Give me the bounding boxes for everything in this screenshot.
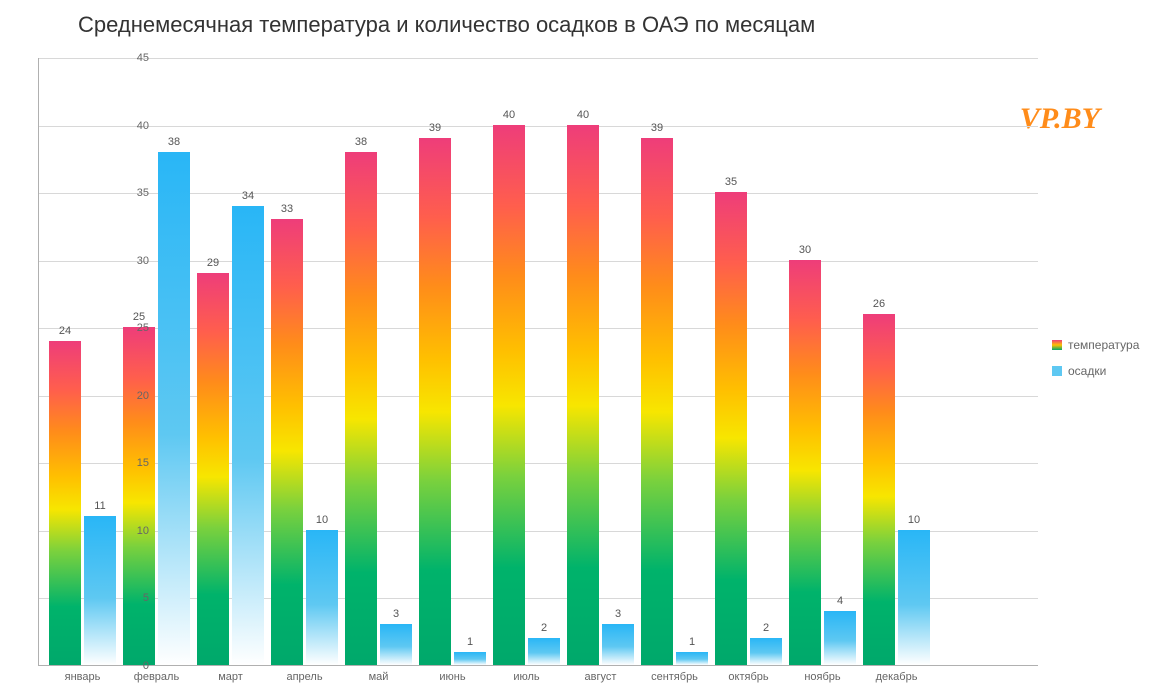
- ytick-label: 35: [123, 187, 149, 199]
- xtick-label: январь: [65, 671, 101, 683]
- bar-value-label: 10: [316, 514, 328, 526]
- bar-value-label: 30: [799, 244, 811, 256]
- chart-container: Среднемесячная температура и количество …: [8, 8, 1155, 692]
- bar-value-label: 40: [503, 109, 515, 121]
- bar-group: 2610: [863, 58, 930, 665]
- bar-value-label: 1: [467, 636, 473, 648]
- bar-value-label: 38: [168, 136, 180, 148]
- legend-swatch-precip: [1052, 366, 1062, 376]
- xtick-label: июль: [513, 671, 539, 683]
- legend-label-temperature: температура: [1068, 338, 1139, 352]
- bar-temperature: 39: [641, 138, 673, 665]
- bar-value-label: 39: [651, 122, 663, 134]
- bar-precip: 11: [84, 516, 116, 665]
- bar-temperature: 29: [197, 273, 229, 665]
- ytick-label: 20: [123, 390, 149, 402]
- xtick-label: май: [369, 671, 389, 683]
- bar-value-label: 3: [393, 608, 399, 620]
- bar-group: 402: [493, 58, 560, 665]
- bar-precip: 2: [528, 638, 560, 665]
- bar-value-label: 24: [59, 325, 71, 337]
- bar-temperature: 26: [863, 314, 895, 665]
- bar-value-label: 2: [763, 622, 769, 634]
- legend-item-precip: осадки: [1052, 364, 1139, 378]
- bar-group: 383: [345, 58, 412, 665]
- chart-title: Среднемесячная температура и количество …: [78, 12, 815, 38]
- xtick-label: октябрь: [728, 671, 768, 683]
- bar-precip: 2: [750, 638, 782, 665]
- bar-temperature: 25: [123, 327, 155, 665]
- legend-item-temperature: температура: [1052, 338, 1139, 352]
- ytick-label: 0: [123, 660, 149, 672]
- bar-precip: 34: [232, 206, 264, 665]
- bar-group: 403: [567, 58, 634, 665]
- bar-precip: 3: [380, 624, 412, 665]
- plot-area: 2411январь2538февраль2934март3310апрель3…: [38, 58, 1038, 666]
- bar-temperature: 39: [419, 138, 451, 665]
- bar-precip: 1: [454, 652, 486, 666]
- bar-value-label: 3: [615, 608, 621, 620]
- bar-temperature: 33: [271, 219, 303, 665]
- bar-value-label: 4: [837, 595, 843, 607]
- xtick-label: сентябрь: [651, 671, 698, 683]
- ytick-label: 10: [123, 525, 149, 537]
- bar-group: 2411: [49, 58, 116, 665]
- xtick-label: июнь: [439, 671, 465, 683]
- bar-precip: 3: [602, 624, 634, 665]
- bar-value-label: 11: [94, 500, 105, 512]
- ytick-label: 25: [123, 322, 149, 334]
- bar-value-label: 35: [725, 176, 737, 188]
- bar-value-label: 33: [281, 203, 293, 215]
- xtick-label: апрель: [286, 671, 322, 683]
- bar-value-label: 2: [541, 622, 547, 634]
- bar-group: 2934: [197, 58, 264, 665]
- bar-group: 352: [715, 58, 782, 665]
- bar-group: 304: [789, 58, 856, 665]
- bar-temperature: 35: [715, 192, 747, 665]
- xtick-label: февраль: [134, 671, 179, 683]
- bar-value-label: 40: [577, 109, 589, 121]
- bar-precip: 1: [676, 652, 708, 666]
- ytick-label: 30: [123, 255, 149, 267]
- bar-value-label: 39: [429, 122, 441, 134]
- bar-temperature: 40: [493, 125, 525, 665]
- xtick-label: март: [218, 671, 243, 683]
- ytick-label: 45: [123, 52, 149, 64]
- xtick-label: декабрь: [876, 671, 918, 683]
- bar-precip: 38: [158, 152, 190, 665]
- bar-temperature: 24: [49, 341, 81, 665]
- ytick-label: 40: [123, 120, 149, 132]
- bar-group: 391: [419, 58, 486, 665]
- legend-swatch-temperature: [1052, 340, 1062, 350]
- xtick-label: ноябрь: [804, 671, 840, 683]
- xtick-label: август: [585, 671, 617, 683]
- bar-precip: 10: [306, 530, 338, 665]
- bar-precip: 4: [824, 611, 856, 665]
- bar-value-label: 29: [207, 257, 219, 269]
- bar-temperature: 40: [567, 125, 599, 665]
- legend: температура осадки: [1052, 338, 1139, 390]
- bar-value-label: 38: [355, 136, 367, 148]
- bar-value-label: 34: [242, 190, 254, 202]
- bar-value-label: 10: [908, 514, 920, 526]
- bar-precip: 10: [898, 530, 930, 665]
- bar-value-label: 1: [689, 636, 695, 648]
- bar-group: 3310: [271, 58, 338, 665]
- bar-group: 2538: [123, 58, 190, 665]
- legend-label-precip: осадки: [1068, 364, 1106, 378]
- ytick-label: 15: [123, 457, 149, 469]
- bar-temperature: 38: [345, 152, 377, 665]
- ytick-label: 5: [123, 592, 149, 604]
- bar-temperature: 30: [789, 260, 821, 665]
- bar-value-label: 26: [873, 298, 885, 310]
- bar-group: 391: [641, 58, 708, 665]
